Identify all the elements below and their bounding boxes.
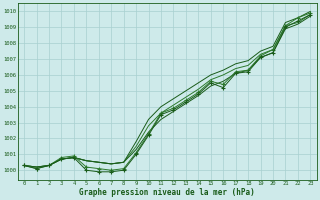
- X-axis label: Graphe pression niveau de la mer (hPa): Graphe pression niveau de la mer (hPa): [79, 188, 255, 197]
